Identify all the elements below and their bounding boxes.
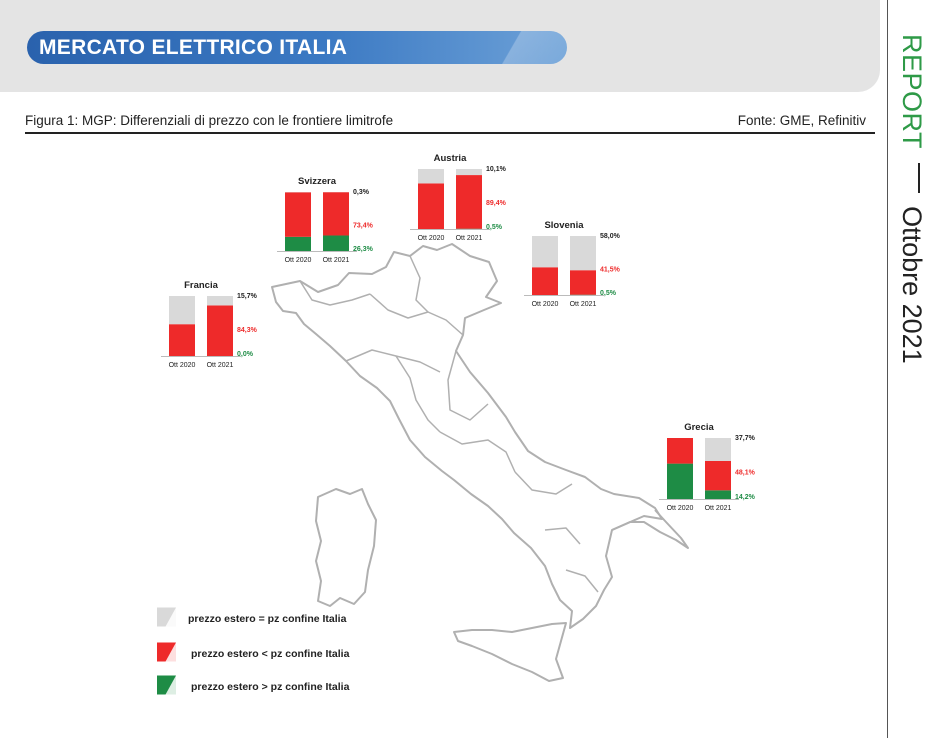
x-tick-label: Ott 2021 <box>705 505 732 512</box>
border-2 <box>369 293 464 336</box>
bar-segment-equal <box>532 236 558 268</box>
bar-segment-lower <box>169 324 195 356</box>
figure-source: Fonte: GME, Refinitiv <box>737 113 866 128</box>
border-4 <box>345 349 441 373</box>
x-tick-label: Ott 2020 <box>532 301 559 308</box>
border-8 <box>514 471 573 495</box>
bar-segment-equal <box>705 438 731 461</box>
legend-item-higher: prezzo estero > pz confine Italia <box>157 675 350 695</box>
sidebar-separator <box>918 162 921 193</box>
data-label-higher: 0,0% <box>237 351 254 358</box>
border-3 <box>409 255 429 313</box>
data-label-equal: 10,1% <box>486 166 507 173</box>
sidebar-label: REPORT Ottobre 2021 <box>896 34 928 364</box>
legend-item-lower: prezzo estero < pz confine Italia <box>157 642 350 662</box>
banner-stripe <box>477 31 567 64</box>
chart-austria: Austria Ott 2020 Ott 2021 10,1% 89,4% 0,5% <box>410 153 507 242</box>
legend-swatch-corner <box>165 607 176 627</box>
chart-title: Francia <box>184 280 219 291</box>
legend: prezzo estero = pz confine Italia prezzo … <box>157 607 350 695</box>
bar-segment-higher <box>323 235 349 251</box>
chart-grecia: Grecia Ott 2020 Ott 2021 37,7% 48,1% 14,2% <box>659 422 756 512</box>
bar-segment-equal <box>169 296 195 325</box>
sidebar-divider <box>887 0 888 738</box>
chart-title: Svizzera <box>298 176 337 187</box>
legend-label: prezzo estero < pz confine Italia <box>191 648 350 660</box>
data-label-lower: 84,3% <box>237 327 258 334</box>
data-label-higher: 26,3% <box>353 246 374 253</box>
page-title: MERCATO ELETTRICO ITALIA <box>39 36 348 59</box>
x-tick-label: Ott 2020 <box>667 505 694 512</box>
data-label-higher: 14,2% <box>735 494 756 501</box>
data-label-lower: 48,1% <box>735 470 756 477</box>
bar-segment-equal <box>456 169 482 176</box>
bar-segment-lower <box>705 460 731 491</box>
border-7 <box>439 431 516 473</box>
bar-segment-lower <box>207 305 233 356</box>
x-tick-label: Ott 2021 <box>570 301 597 308</box>
sicily-outline <box>453 622 567 682</box>
bar-segment-higher <box>667 463 693 499</box>
report-label: REPORT <box>897 34 927 150</box>
bar-segment-equal <box>570 236 596 271</box>
legend-label: prezzo estero > pz confine Italia <box>191 681 350 693</box>
chart-slovenia: Slovenia Ott 2020 Ott 2021 58,0% 41,5% 0,5% <box>524 220 621 308</box>
x-tick-label: Ott 2020 <box>169 362 196 369</box>
chart-francia: Francia Ott 2020 Ott 2021 15,7% 84,3% 0,0% <box>161 280 258 369</box>
chart-title: Slovenia <box>544 220 584 231</box>
x-tick-label: Ott 2020 <box>418 235 445 242</box>
border-5 <box>395 355 441 433</box>
data-label-equal: 58,0% <box>600 233 621 240</box>
region-borders <box>299 255 599 593</box>
figure-caption: Figura 1: MGP: Differenziali di prezzo c… <box>25 113 394 128</box>
data-label-higher: 0,5% <box>600 290 617 297</box>
data-label-lower: 41,5% <box>600 266 621 273</box>
charts-layer: Svizzera Ott 2020 Ott 2021 0,3% 73,4% 26,3% Au… <box>161 153 756 512</box>
bar-segment-equal <box>418 169 444 184</box>
bar-segment-lower <box>456 175 482 229</box>
x-tick-label: Ott 2020 <box>285 257 312 264</box>
puglia-heel <box>611 509 689 549</box>
border-9 <box>544 527 581 545</box>
chart-svizzera: Svizzera Ott 2020 Ott 2021 0,3% 73,4% 26,3% <box>277 176 374 264</box>
bar-segment-equal <box>207 296 233 306</box>
border-6 <box>447 350 489 421</box>
legend-swatch-corner <box>165 642 176 662</box>
x-tick-label: Ott 2021 <box>207 362 234 369</box>
bar-segment-higher <box>285 236 311 251</box>
bar-segment-lower <box>323 192 349 236</box>
data-label-lower: 89,4% <box>486 200 507 207</box>
legend-item-equal: prezzo estero = pz confine Italia <box>157 607 347 627</box>
x-tick-label: Ott 2021 <box>323 257 350 264</box>
chart-title: Grecia <box>684 422 714 433</box>
caption-divider <box>25 132 875 134</box>
data-label-lower: 73,4% <box>353 222 374 229</box>
title-banner: MERCATO ELETTRICO ITALIA <box>27 31 567 64</box>
bar-segment-higher <box>705 490 731 499</box>
data-label-equal: 0,3% <box>353 189 370 196</box>
bar-segment-lower <box>532 267 558 295</box>
chart-title: Austria <box>434 153 467 164</box>
border-1 <box>299 280 371 306</box>
border-10 <box>565 569 599 593</box>
legend-swatch-corner <box>165 675 176 695</box>
sardinia-outline <box>315 488 377 607</box>
data-label-higher: 0,5% <box>486 224 503 231</box>
data-label-equal: 37,7% <box>735 435 756 442</box>
bar-segment-lower <box>667 438 693 464</box>
x-tick-label: Ott 2021 <box>456 235 483 242</box>
bar-segment-lower <box>285 192 311 237</box>
italy-mainland-outline <box>271 243 663 629</box>
bar-segment-lower <box>418 183 444 229</box>
italy-map <box>271 243 689 682</box>
bar-segment-lower <box>570 270 596 295</box>
data-label-equal: 15,7% <box>237 293 258 300</box>
legend-label: prezzo estero = pz confine Italia <box>188 613 347 625</box>
report-date: Ottobre 2021 <box>897 206 927 364</box>
header-band: MERCATO ELETTRICO ITALIA <box>0 0 880 92</box>
